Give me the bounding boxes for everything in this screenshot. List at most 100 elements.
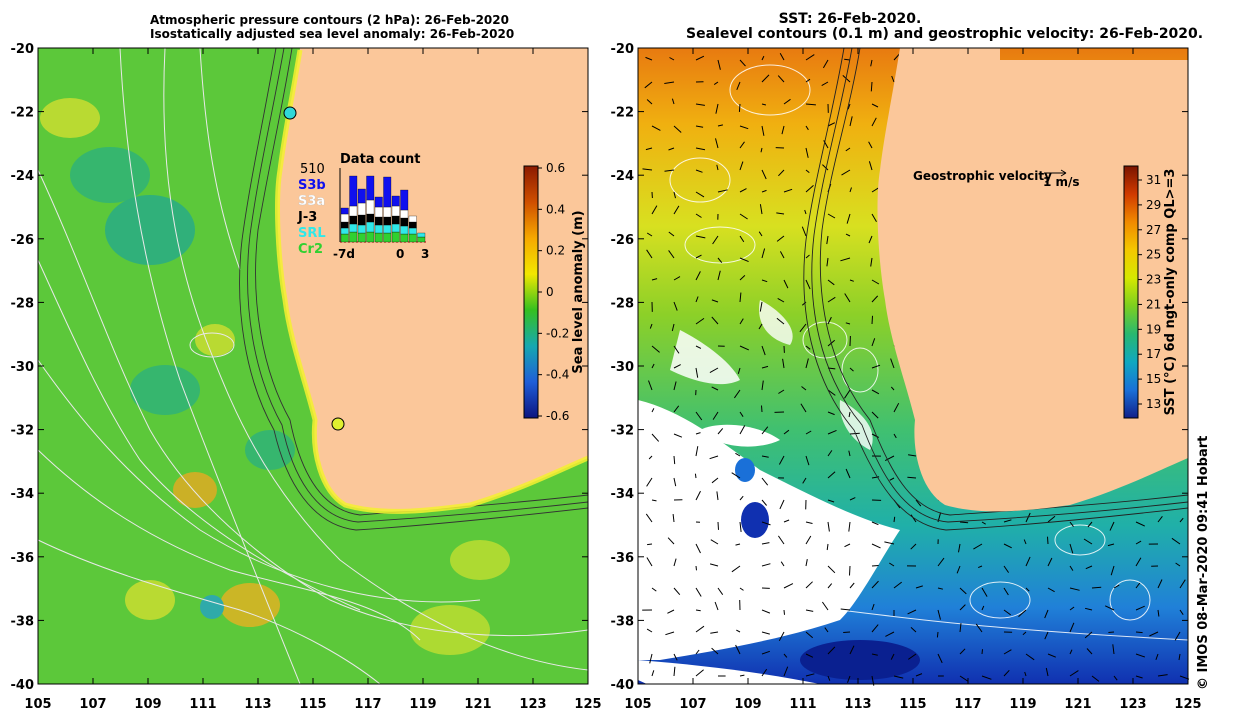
y-tick-label: -22: [11, 106, 35, 121]
y-tick-label: -20: [11, 42, 35, 57]
tide-gauge-marker-south: [331, 417, 345, 431]
sst-colorbar-ticks: 31 29 27 25 23 21 19 17 15 13: [1138, 173, 1161, 411]
x-tick-label: 121: [464, 697, 491, 712]
sla-colorbar-label: Sea level anomaly (m): [571, 210, 586, 373]
y-tick-label: -28: [11, 296, 35, 311]
x-tick-label: 113: [844, 697, 871, 712]
x-tick-label: 121: [1064, 697, 1091, 712]
sla-tick-3: 0: [546, 285, 554, 299]
geostrophic-velocity-arrows: [642, 52, 1190, 686]
y-tick-label: -30: [611, 360, 635, 375]
y-tick-label: -38: [611, 614, 635, 629]
map-axes: 105 107 109 111 113 115 117 119 121 123 125 -20 -22 -…: [11, 42, 1202, 712]
velocity-key-label: Geostrophic velocity: [913, 169, 1052, 183]
y-tick-label: -34: [611, 487, 635, 502]
x-tick-label: 107: [79, 697, 106, 712]
right-map-title-line2: Sealevel contours (0.1 m) and geostrophi…: [686, 26, 1204, 42]
mission-label-srl: SRL: [298, 226, 326, 241]
velocity-key-scale: 1 m/s: [1043, 175, 1080, 189]
x-tick-label: 113: [244, 697, 271, 712]
mission-label-j-3: J-3: [297, 210, 317, 225]
sst-cool-patches: [735, 458, 920, 680]
x-tick-label: 109: [734, 697, 761, 712]
y-tick-label: -36: [11, 551, 35, 566]
y-tick-label: -28: [611, 296, 635, 311]
sst-tick-8: 15: [1146, 372, 1161, 386]
y-tick-label: -40: [611, 678, 635, 693]
x-tick-label: 119: [409, 697, 436, 712]
sla-tick-0: 0.6: [546, 161, 565, 175]
cloud-mask: [638, 300, 900, 690]
credit-text: © IMOS 08-Mar-2020 09:41 Hobart: [1196, 435, 1211, 690]
x-tick-label: 115: [899, 697, 926, 712]
x-tick-label: 107: [679, 697, 706, 712]
y-tick-label: -22: [611, 106, 635, 121]
sst-colorbar: [1123, 165, 1139, 419]
sla-tick-5: -0.4: [546, 368, 569, 382]
inset-xlabel-zero: 0: [396, 247, 404, 261]
sst-tick-4: 23: [1146, 273, 1161, 287]
sst-tick-0: 31: [1146, 173, 1161, 187]
velocity-key-arrow: [1044, 169, 1067, 177]
sst-tick-3: 25: [1146, 248, 1161, 262]
left-map-title-line2: Isostatically adjusted sea level anomaly…: [150, 27, 515, 41]
sst-tick-2: 27: [1146, 223, 1161, 237]
y-tick-label: -38: [11, 614, 35, 629]
x-tick-label: 117: [354, 697, 381, 712]
inset-title: Data count: [340, 152, 420, 167]
sla-tick-4: -0.2: [546, 326, 569, 340]
x-tick-label: 119: [1009, 697, 1036, 712]
sst-tick-6: 19: [1146, 322, 1161, 336]
sla-tick-1: 0.4: [546, 202, 565, 216]
mission-label-s3b: S3b: [298, 178, 326, 193]
x-tick-label: 123: [519, 697, 546, 712]
inset-max-label: 510: [300, 162, 325, 177]
y-tick-label: -30: [11, 360, 35, 375]
left-map-title-line1: Atmospheric pressure contours (2 hPa): 2…: [150, 13, 509, 27]
tide-gauge-marker-north: [283, 106, 297, 120]
inset-xlabel-start: -7d: [333, 247, 355, 261]
x-tick-label: 125: [574, 697, 601, 712]
y-tick-label: -32: [11, 424, 35, 439]
sst-tick-9: 13: [1146, 397, 1161, 411]
x-tick-label: 125: [1174, 697, 1201, 712]
x-tick-label: 111: [789, 697, 816, 712]
right-land: [877, 48, 1188, 512]
y-tick-label: -34: [11, 487, 35, 502]
x-tick-label: 115: [299, 697, 326, 712]
right-map-title-line1: SST: 26-Feb-2020.: [778, 11, 922, 27]
y-tick-label: -26: [611, 233, 635, 248]
y-tick-label: -40: [11, 678, 35, 693]
pressure-contours: [37, 47, 589, 685]
right-map: Geostrophic velocity 1 m/s 31 29 27 25 23 21 1…: [637, 47, 1190, 690]
left-land: [277, 48, 588, 512]
x-tick-label: 105: [624, 697, 651, 712]
x-tick-label: 123: [1119, 697, 1146, 712]
sla-colorbar-ticks: 0.6 0.4 0.2 0 -0.2 -0.4 -0.6: [538, 161, 569, 423]
y-tick-label: -26: [11, 233, 35, 248]
sla-colorbar: [523, 165, 539, 419]
x-tick-label: 109: [134, 697, 161, 712]
sealevel-contours: [639, 64, 1189, 641]
x-tick-label: 117: [954, 697, 981, 712]
y-tick-label: -24: [611, 169, 635, 184]
y-tick-label: -36: [611, 551, 635, 566]
mission-label-s3a: S3a: [298, 194, 325, 209]
sst-tick-1: 29: [1146, 198, 1161, 212]
y-tick-label: -20: [611, 42, 635, 57]
y-tick-label: -24: [11, 169, 35, 184]
y-tick-label: -32: [611, 424, 635, 439]
sla-tick-6: -0.6: [546, 409, 569, 423]
left-coast-fringe: [275, 49, 589, 514]
inset-xlabel-end: 3: [421, 247, 429, 261]
x-tick-label: 105: [24, 697, 51, 712]
sst-tick-5: 21: [1146, 297, 1161, 311]
x-tick-label: 111: [189, 697, 216, 712]
sst-tick-7: 17: [1146, 347, 1161, 361]
sla-tick-2: 0.2: [546, 244, 565, 258]
mission-label-cr2: Cr2: [298, 242, 323, 257]
